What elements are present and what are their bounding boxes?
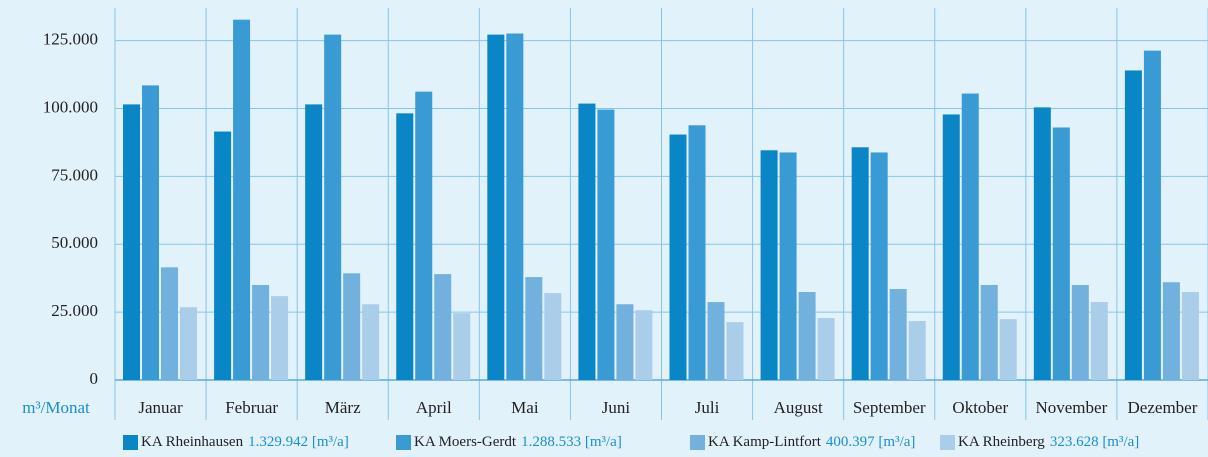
bar: [1052, 127, 1070, 380]
y-tick-label: 25.000: [51, 301, 98, 320]
legend-swatch: [690, 435, 705, 450]
bar: [870, 152, 888, 380]
bar: [1162, 282, 1180, 380]
legend-swatch: [396, 435, 411, 450]
bar: [851, 147, 869, 380]
bar: [123, 104, 140, 380]
bar: [434, 274, 452, 380]
x-tick-label: Januar: [138, 398, 183, 417]
bar: [961, 93, 979, 381]
bar: [1071, 284, 1089, 380]
y-tick-label: 50.000: [51, 233, 98, 252]
legend-name: KA Moers-Gerdt: [414, 434, 517, 450]
bar: [161, 267, 178, 380]
legend-swatch: [940, 435, 955, 450]
bar: [1181, 292, 1199, 380]
bar: [999, 319, 1017, 380]
x-tick-label: Februar: [225, 398, 278, 417]
bar: [779, 152, 797, 380]
legend-total: 323.628 [m³/a]: [1050, 434, 1139, 450]
bar: [142, 85, 159, 380]
bar: [597, 109, 615, 380]
bar: [1143, 50, 1161, 381]
bar: [980, 284, 998, 380]
bar: [305, 104, 323, 380]
bar: [707, 302, 725, 380]
x-tick-label: September: [853, 398, 926, 417]
legend: KA Rheinhausen 1.329.942 [m³/a] KA Moers-G…: [123, 434, 1139, 450]
legend-entry: KA Rheinberg 323.628 [m³/a]: [958, 434, 1139, 450]
bar: [688, 125, 706, 381]
bar: [214, 131, 232, 380]
bar: [1124, 70, 1142, 381]
bar: [908, 321, 926, 380]
bar: [343, 273, 361, 380]
bar: [1090, 302, 1108, 380]
y-tick-label: 100.000: [43, 97, 98, 116]
bar: [669, 134, 687, 380]
bar: [726, 322, 744, 380]
bar: [453, 313, 471, 380]
bar: [415, 91, 433, 381]
legend-name: KA Rheinhausen: [141, 434, 244, 450]
bar: [578, 103, 596, 380]
bar: [233, 19, 251, 381]
bar: [252, 284, 270, 380]
x-tick-label: März: [325, 398, 361, 417]
y-tick-label: 125.000: [43, 29, 98, 48]
bar: [487, 34, 505, 380]
y-axis-label: m³/Monat: [22, 398, 90, 417]
legend-swatch: [123, 435, 138, 450]
x-tick-label: Juni: [602, 398, 631, 417]
bar: [1033, 107, 1051, 381]
x-tick-label: Juli: [695, 398, 720, 417]
x-tick-label: August: [774, 398, 823, 417]
bar: [760, 150, 778, 380]
x-tick-label: November: [1035, 398, 1107, 417]
legend-entry: KA Kamp-Lintfort 400.397 [m³/a]: [708, 434, 915, 450]
y-tick-label: 75.000: [51, 165, 98, 184]
bar: [271, 296, 289, 380]
legend-entry: KA Moers-Gerdt 1.288.533 [m³/a]: [414, 434, 622, 450]
bar: [817, 318, 835, 380]
bar: [889, 289, 907, 380]
bar: [396, 113, 414, 381]
legend-total: 1.288.533 [m³/a]: [521, 434, 622, 450]
x-tick-label: Mai: [511, 398, 539, 417]
bar: [635, 310, 653, 380]
bar: [324, 34, 342, 380]
bar: [506, 33, 524, 381]
legend-entry: KA Rheinhausen 1.329.942 [m³/a]: [141, 434, 349, 450]
legend-name: KA Rheinberg: [958, 434, 1045, 450]
legend-total: 400.397 [m³/a]: [826, 434, 915, 450]
bar: [798, 292, 816, 380]
x-tick-label: April: [416, 398, 452, 417]
x-tick-label: Dezember: [1128, 398, 1198, 417]
legend-total: 1.329.942 [m³/a]: [248, 434, 349, 450]
bar: [525, 277, 543, 380]
bar: [362, 304, 380, 380]
legend-name: KA Kamp-Lintfort: [708, 434, 822, 450]
y-tick-label: 0: [90, 369, 99, 388]
bar: [544, 293, 562, 380]
bar: [616, 304, 634, 380]
bar: [180, 307, 197, 380]
bar: [942, 114, 960, 381]
x-tick-label: Oktober: [952, 398, 1008, 417]
